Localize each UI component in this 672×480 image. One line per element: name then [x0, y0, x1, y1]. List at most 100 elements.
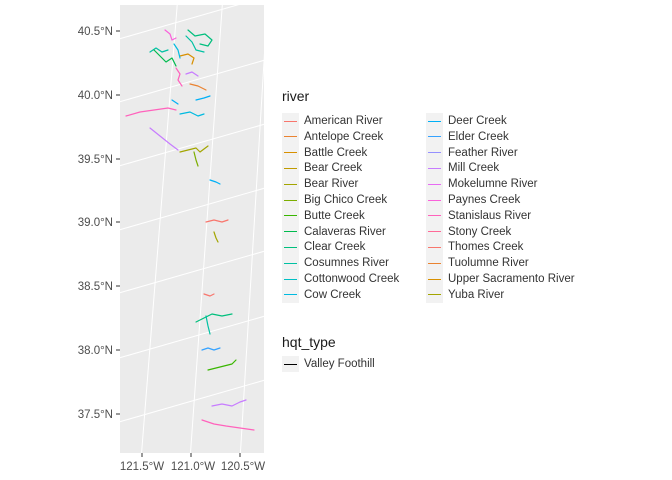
river-reach-big-chico: [171, 99, 179, 105]
graticule-lat-40.5: [120, 5, 240, 40]
river-reach-yuba: [209, 179, 221, 185]
river-reach-cottonwood: [153, 49, 177, 67]
graticule-lon-120.5: [239, 53, 264, 453]
legend-river-title: river: [282, 88, 310, 104]
river-reach-antelope: [189, 83, 207, 91]
graticule-lon-121.5: [141, 5, 178, 453]
legend-label: Feather River: [448, 146, 518, 159]
legend-key-line: [282, 207, 299, 224]
y-tick-label-3: 39.0°N: [78, 217, 113, 229]
river-reach-feather: [179, 145, 209, 153]
river-reach-clear-creek: [149, 47, 169, 53]
river-reach-cosumnes: [203, 293, 215, 297]
legend-hqt-key: [282, 356, 299, 372]
river-reach-feather-2: [193, 151, 199, 167]
legend-label: American River: [304, 115, 383, 127]
legend-key-line: [426, 144, 443, 161]
legend-label: Thomes Creek: [448, 241, 524, 254]
legend-label: Butte Creek: [304, 209, 365, 222]
river-reach-american: [213, 231, 219, 243]
legend-label: Calaveras River: [304, 225, 386, 238]
legend-label: Elder Creek: [448, 130, 509, 143]
legend-key-line: [282, 286, 299, 303]
river-reach-bear-river: [205, 219, 229, 223]
legend-key-line: [282, 223, 299, 240]
river-reaches: [125, 29, 255, 431]
y-tick-label-6: 37.5°N: [78, 409, 113, 421]
river-reach-cow-creek: [187, 29, 213, 47]
river-reach-calaveras: [201, 347, 221, 351]
legend-label: Yuba River: [448, 288, 505, 301]
river-reach-paynes: [173, 43, 181, 59]
x-axis: 121.5°W 121.0°W 120.5°W: [120, 453, 265, 473]
river-reach-thomes: [175, 67, 183, 87]
legend-key-line: [282, 113, 299, 129]
legend-label: Big Chico Creek: [304, 194, 388, 206]
legend-key-line: [282, 192, 299, 208]
legend-key-line: [426, 207, 443, 224]
legend-key-line: [282, 128, 299, 145]
graticule-lat-38.0: [120, 315, 264, 359]
legend-label: Paynes Creek: [448, 194, 521, 206]
y-tick-label-2: 39.5°N: [78, 154, 113, 166]
river-reach-cow-creek-2: [185, 35, 205, 53]
legend-label: Tuolumne River: [448, 257, 529, 270]
legend-key-line: [426, 239, 443, 256]
legend-key-line: [426, 176, 443, 193]
legend-hqt-label: Valley Foothill: [304, 358, 375, 370]
legend-label: Deer Creek: [448, 115, 507, 127]
graticule-lat-39.0: [120, 187, 264, 231]
y-tick-label-0: 40.5°N: [78, 26, 113, 38]
y-tick-label-4: 38.5°N: [78, 281, 113, 293]
legend-label: Mokelumne River: [448, 178, 538, 191]
legend-key-line: [282, 239, 299, 256]
legend-key-line: [282, 176, 299, 193]
legend-label: Upper Sacramento River: [448, 273, 575, 285]
x-tick-label-1: 121.0°W: [171, 461, 215, 473]
river-reach-mill: [195, 95, 211, 101]
panel-background: [120, 5, 264, 453]
legend-key-line: [426, 160, 443, 177]
legend-key-line: [282, 144, 299, 161]
legend-key-line: [426, 255, 443, 272]
river-reach-elder: [185, 71, 199, 77]
y-tick-label-1: 40.0°N: [78, 90, 113, 102]
legend-key-line: [282, 271, 299, 287]
legend-key-line: [426, 286, 443, 303]
legend-hqt-title: hqt_type: [282, 334, 336, 350]
legend-key-line: [426, 271, 443, 287]
river-reach-tuolumne: [211, 399, 247, 407]
x-tick-label-2: 120.5°W: [221, 461, 265, 473]
legend-label: Battle Creek: [304, 146, 368, 159]
river-reach-mokelumne-2: [205, 315, 211, 335]
graticule: [120, 5, 264, 453]
legend-label: Cottonwood Creek: [304, 273, 400, 285]
graticule-lat-40.0: [120, 59, 264, 103]
graticule-lat-39.5: [120, 123, 264, 167]
legend-label: Stony Creek: [448, 225, 512, 238]
legend-key-line: [426, 192, 443, 208]
graticule-lon-121.0: [189, 5, 223, 453]
river-reach-butte: [149, 127, 179, 151]
legend-hqt-type: hqt_type Valley Foothill: [282, 334, 482, 384]
legend-river: river American River Antelope Creek Battle…: [282, 88, 662, 308]
river-reach-merced: [201, 419, 255, 431]
legend-key-line: [426, 113, 443, 129]
y-tick-label-5: 38.0°N: [78, 345, 113, 357]
legend-key-line: [426, 128, 443, 145]
legend-key-line: [282, 255, 299, 272]
legend-label: Cow Creek: [304, 288, 361, 301]
graticule-lat-38.5: [120, 250, 264, 294]
legend-key-line: [282, 160, 299, 177]
legend-label: Mill Creek: [448, 162, 500, 175]
river-reach-deer: [179, 111, 205, 117]
legend-label: Bear Creek: [304, 162, 363, 175]
legend-key-line: [426, 223, 443, 240]
legend-label: Stanislaus River: [448, 209, 532, 222]
river-reach-battle-creek: [179, 53, 195, 65]
river-reach-stony: [125, 107, 177, 117]
x-tick-label-0: 121.5°W: [120, 461, 164, 473]
river-reach-stanislaus: [207, 359, 237, 371]
legend-label: Cosumnes River: [304, 257, 389, 270]
